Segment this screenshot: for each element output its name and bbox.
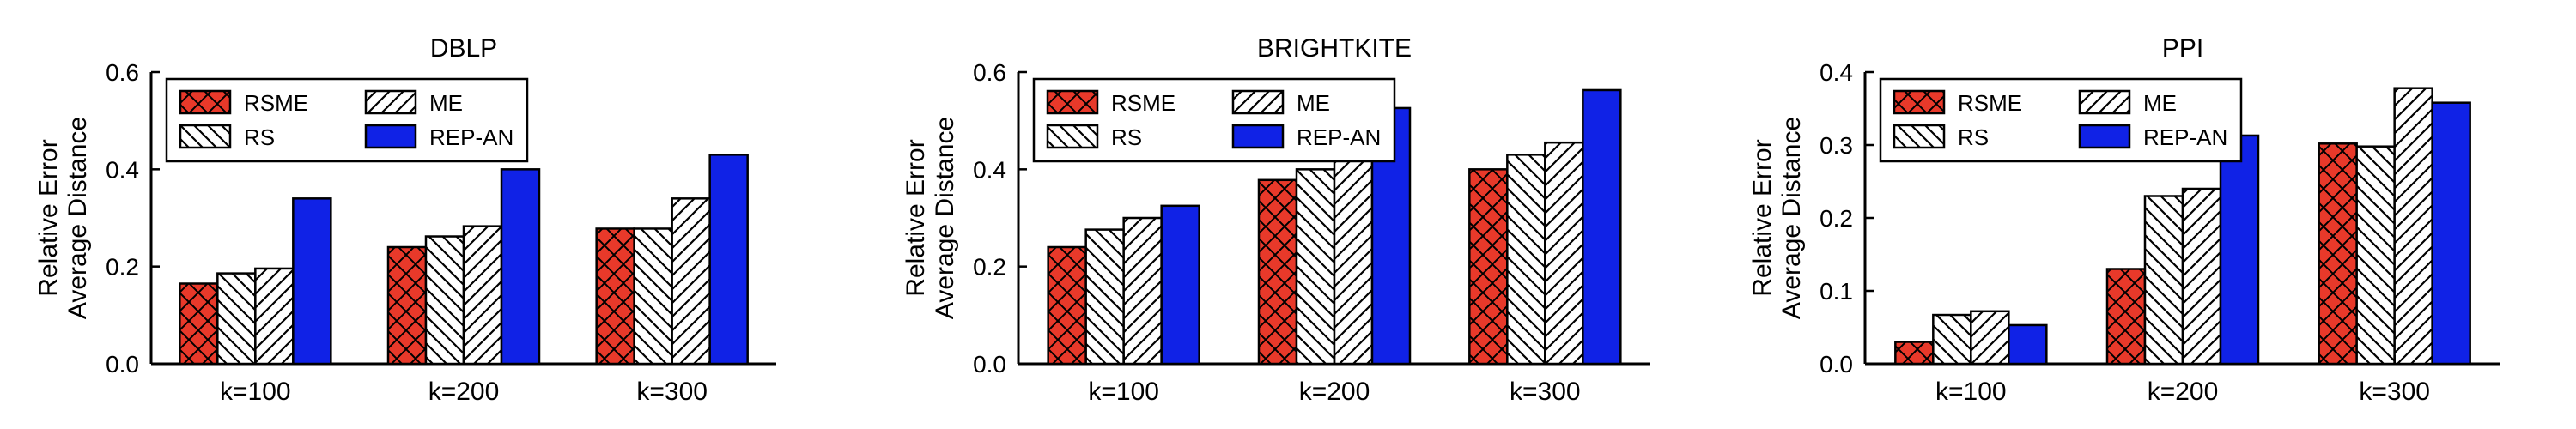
- y-axis-label: Relative Error: [34, 139, 63, 296]
- bar-me-k200: [462, 225, 503, 366]
- bar-rsme-k300: [2318, 142, 2358, 366]
- bar-rs-k300: [633, 227, 673, 366]
- bar-rs-k100: [216, 272, 257, 366]
- x-tick-label: k=300: [636, 378, 708, 406]
- y-tick-label: 0.2: [106, 254, 139, 281]
- chart-panel-dblp: DBLP Relative Error Average Distance 0.0 0.2…: [34, 34, 776, 406]
- bar-rs-k100: [1932, 313, 1972, 366]
- chart-title: BRIGHTKITE: [1257, 34, 1412, 63]
- x-tick-label: k=100: [1088, 378, 1159, 406]
- bar-rsme-k200: [1257, 178, 1298, 366]
- bar-rep-an-k200: [500, 168, 541, 366]
- y-tick-label: 0.2: [973, 254, 1006, 281]
- legend-label-rep-an: REP-AN: [1297, 124, 1381, 150]
- bar-me-k200: [1333, 152, 1374, 366]
- x-tick-label: k=200: [428, 378, 500, 406]
- legend-label-rs: RS: [244, 124, 275, 150]
- y-tick-label: 0.0: [1820, 351, 1853, 378]
- bar-rs-k200: [424, 235, 465, 366]
- y-tick-label: 0.2: [1820, 205, 1853, 232]
- bar-me-k300: [1544, 141, 1584, 366]
- legend-swatch-me: [1231, 89, 1285, 115]
- bar-rsme-k100: [1047, 245, 1087, 366]
- bar-me-k200: [2181, 187, 2222, 366]
- y-tick-label: 0.4: [1820, 59, 1853, 86]
- legend-label-rs: RS: [1111, 124, 1142, 150]
- bar-rs-k100: [1084, 228, 1125, 366]
- legend-label-rep-an: REP-AN: [429, 124, 513, 150]
- legend-label-me: ME: [429, 90, 463, 116]
- legend-swatch-rs: [1046, 124, 1099, 149]
- legend-swatch-rep-an: [364, 124, 417, 149]
- legend-swatch-rsme: [179, 89, 232, 115]
- legend-label-me: ME: [2143, 90, 2177, 116]
- bar-rsme-k100: [179, 282, 219, 366]
- legend-label-rep-an: REP-AN: [2143, 124, 2227, 150]
- y-axis-label: Average Distance: [64, 117, 92, 319]
- y-axis-label: Relative Error: [1748, 139, 1777, 296]
- bar-rsme-k200: [2105, 268, 2147, 366]
- y-axis-label: Average Distance: [931, 117, 959, 319]
- legend-label-rsme: RSME: [1958, 90, 2022, 116]
- bar-rep-an-k100: [2008, 323, 2048, 366]
- bar-rs-k200: [1295, 168, 1336, 366]
- bar-rep-an-k100: [1160, 204, 1200, 366]
- y-tick-label: 0.3: [1820, 132, 1853, 159]
- bar-rep-an-k300: [708, 154, 749, 366]
- bar-rep-an-k300: [2431, 101, 2471, 366]
- x-tick-label: k=300: [2359, 378, 2430, 406]
- x-tick-label: k=100: [1935, 378, 2007, 406]
- y-axis-label: Relative Error: [902, 139, 930, 296]
- y-axis-label: Average Distance: [1777, 117, 1806, 319]
- chart-panel-brightkite: BRIGHTKITE Relative Error Average Distance…: [902, 34, 1650, 406]
- legend-swatch-rep-an: [2078, 124, 2131, 149]
- bar-me-k300: [671, 197, 711, 366]
- bar-me-k100: [1122, 216, 1163, 366]
- bar-me-k300: [2393, 87, 2433, 366]
- bar-rsme-k200: [386, 245, 428, 366]
- legend-label-rsme: RSME: [244, 90, 308, 116]
- legend-swatch-rs: [1893, 124, 1946, 149]
- legend-label-rs: RS: [1958, 124, 1989, 150]
- legend-label-me: ME: [1297, 90, 1330, 116]
- bar-rs-k300: [1506, 154, 1546, 366]
- y-tick-label: 0.6: [106, 59, 139, 86]
- x-tick-label: k=100: [220, 378, 291, 406]
- x-tick-label: k=200: [1299, 378, 1370, 406]
- legend-swatch-me: [364, 89, 417, 115]
- y-tick-label: 0.4: [973, 156, 1006, 183]
- bar-rep-an-k100: [292, 197, 332, 366]
- bar-rs-k300: [2355, 145, 2396, 366]
- y-tick-label: 0.6: [973, 59, 1006, 86]
- bar-rep-an-k300: [1582, 88, 1622, 366]
- y-tick-label: 0.4: [106, 156, 139, 183]
- bar-me-k100: [254, 267, 295, 366]
- chart-panel-ppi: PPI Relative Error Average Distance 0.0 0.1 0…: [1748, 34, 2500, 406]
- chart-title: DBLP: [430, 34, 497, 63]
- y-tick-label: 0.0: [973, 351, 1006, 378]
- chart-title: PPI: [2162, 34, 2203, 63]
- legend-swatch-rs: [179, 124, 232, 149]
- legend-swatch-me: [2078, 89, 2131, 115]
- bar-rsme-k100: [1894, 341, 1935, 366]
- x-tick-label: k=300: [1510, 378, 1581, 406]
- x-tick-label: k=200: [2148, 378, 2219, 406]
- bar-rep-an-k200: [2219, 134, 2260, 366]
- legend-label-rsme: RSME: [1111, 90, 1176, 116]
- y-tick-label: 0.0: [106, 351, 139, 378]
- bar-me-k100: [1970, 310, 2010, 366]
- bar-rsme-k300: [595, 227, 635, 366]
- bar-rsme-k300: [1468, 168, 1509, 366]
- legend-swatch-rsme: [1893, 89, 1946, 115]
- legend-swatch-rep-an: [1231, 124, 1285, 149]
- legend-swatch-rsme: [1046, 89, 1099, 115]
- bar-rs-k200: [2143, 195, 2184, 366]
- y-tick-label: 0.1: [1820, 278, 1853, 305]
